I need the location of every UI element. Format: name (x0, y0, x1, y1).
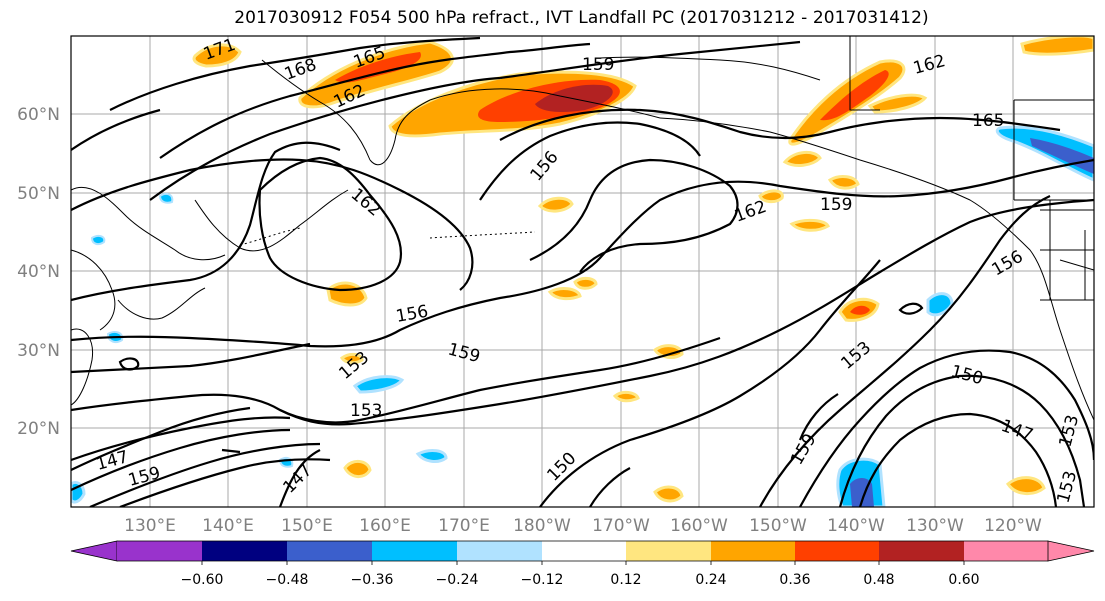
colorbar-segment (287, 541, 372, 561)
lat-label: 20°N (17, 419, 60, 439)
colorbar-segment (372, 541, 457, 561)
map-title: 2017030912 F054 500 hPa refract., IVT La… (234, 8, 929, 28)
lat-label: 30°N (17, 341, 60, 361)
colorbar-segment (202, 541, 287, 561)
contour-label: 159 (820, 195, 852, 215)
colorbar-tick-label: 0.24 (695, 572, 726, 588)
lon-label: 150°W (749, 516, 807, 536)
colorbar-tick-label: 0.60 (948, 572, 979, 588)
colorbar-segment (795, 541, 879, 561)
lon-label: 130°W (906, 516, 964, 536)
colorbar-tick-label: −0.24 (436, 572, 479, 588)
colorbar-tick-label: 0.12 (610, 572, 641, 588)
lon-label: 130°E (124, 516, 176, 536)
lon-label: 170°W (592, 516, 650, 536)
lat-label: 60°N (17, 105, 60, 125)
colorbar-tick-label: −0.60 (181, 572, 224, 588)
lon-label: 140°E (202, 516, 254, 536)
contour-label: 159 (582, 55, 614, 75)
colorbar-segment (457, 541, 542, 561)
colorbar: −0.60 −0.48 −0.36 −0.24 −0.12 0.12 0.24 … (70, 540, 1095, 588)
lat-label: 40°N (17, 262, 60, 282)
map-panel: 171 165 168 162 159 162 165 156 162 162 … (71, 36, 1094, 507)
contour-label: 153 (350, 401, 382, 421)
contour-lines (71, 36, 1094, 507)
colorbar-tick-label: −0.36 (351, 572, 394, 588)
lon-label: 160°W (670, 516, 728, 536)
colorbar-segment (711, 541, 795, 561)
coastlines (71, 36, 1094, 421)
lon-label: 180°W (513, 516, 571, 536)
colorbar-tick-label: −0.12 (521, 572, 564, 588)
colorbar-tick-label: −0.48 (266, 572, 309, 588)
colorbar-segment (879, 541, 964, 561)
lon-label: 170°E (438, 516, 490, 536)
contour-label: 165 (972, 111, 1004, 131)
longitude-labels: 130°E 140°E 150°E 160°E 170°E 180°W 170°… (124, 516, 1042, 536)
negative-shading (71, 125, 1094, 507)
lon-label: 150°E (281, 516, 333, 536)
colorbar-tick-label: 0.48 (863, 572, 894, 588)
latitude-labels: 60°N 50°N 40°N 30°N 20°N (17, 105, 60, 439)
lon-label: 160°E (359, 516, 411, 536)
colorbar-segment (117, 541, 202, 561)
map-frame (70, 35, 1095, 508)
colorbar-segment (626, 541, 711, 561)
colorbar-segment (964, 541, 1048, 561)
colorbar-extend-max (1047, 540, 1095, 562)
colorbar-extend-min (70, 540, 118, 562)
colorbar-ticks (201, 561, 965, 565)
lat-label: 50°N (17, 184, 60, 204)
colorbar-tick-label: 0.36 (779, 572, 810, 588)
lon-label: 120°W (984, 516, 1042, 536)
colorbar-segment (542, 541, 626, 561)
lon-label: 140°W (827, 516, 885, 536)
